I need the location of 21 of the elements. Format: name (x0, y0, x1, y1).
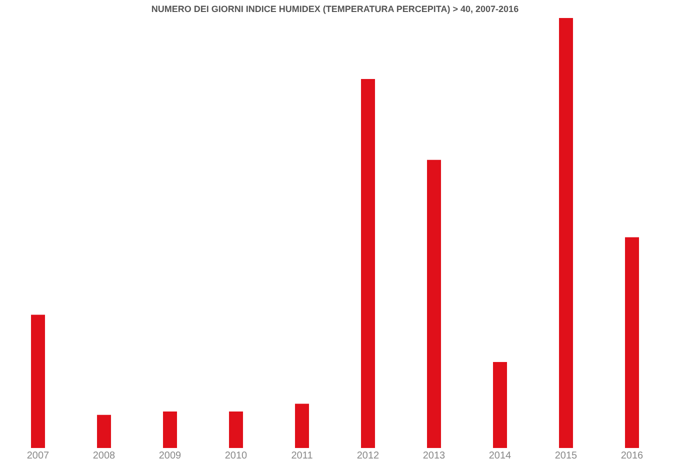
x-tick-label: 2012 (356, 450, 380, 462)
x-tick-label: 2015 (554, 450, 578, 462)
bar (361, 79, 375, 448)
x-tick-label: 2013 (422, 450, 446, 462)
bar (559, 18, 573, 448)
bar (427, 160, 441, 448)
chart-title: NUMERO DEI GIORNI INDICE HUMIDEX (TEMPERATURA PERCEPITA) > 40, 2007-2016 (151, 4, 519, 14)
x-tick-label: 2014 (488, 450, 512, 462)
bar (163, 411, 177, 448)
x-tick-label: 2009 (158, 450, 182, 462)
x-tick-label: 2008 (92, 450, 116, 462)
bar (625, 237, 639, 448)
bar (97, 414, 111, 448)
bar (295, 404, 309, 448)
x-tick-label: 2007 (26, 450, 50, 462)
x-tick-label: 2016 (620, 450, 644, 462)
x-tick-label: 2011 (291, 450, 314, 462)
bar (493, 362, 507, 448)
x-tick-label: 2010 (224, 450, 248, 462)
bar (31, 314, 45, 448)
bar (229, 411, 243, 448)
